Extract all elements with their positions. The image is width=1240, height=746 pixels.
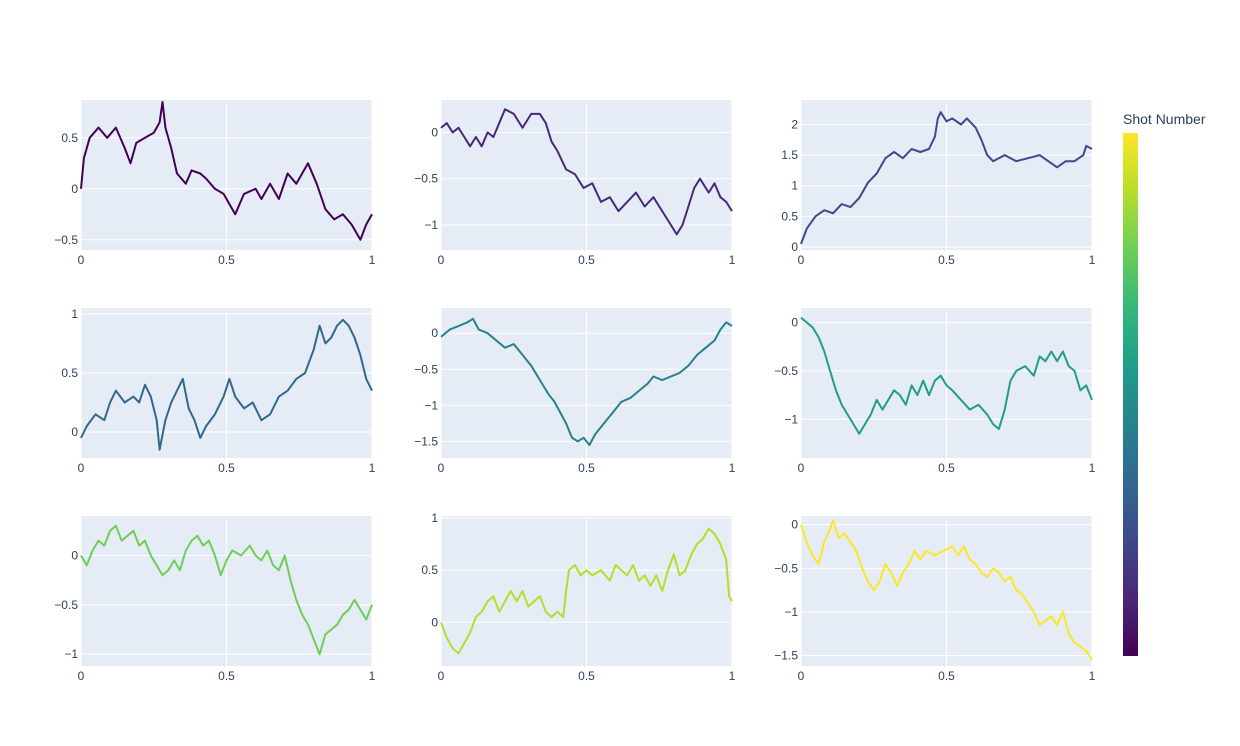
y-tick-label: 1	[431, 511, 438, 525]
x-tick-label: 1	[1089, 669, 1096, 683]
series-line	[800, 111, 1093, 245]
x-tick-label: 0	[78, 669, 85, 683]
series-line	[440, 527, 733, 655]
y-tick-label: 0	[431, 326, 438, 340]
y-tick-label: 0	[71, 548, 78, 562]
y-tick-label: −1	[784, 605, 798, 619]
y-tick-label: 0	[431, 125, 438, 139]
colorbar-title: Shot Number	[1123, 111, 1206, 127]
y-tick-label: 1	[71, 307, 78, 321]
series-line	[440, 317, 733, 446]
subplot-9: 0 0.5 1 −1.5 −1 −0.5 0	[774, 516, 1096, 683]
y-tick-label: −0.5	[414, 362, 438, 376]
y-tick-label: −0.5	[774, 364, 798, 378]
subplot-2: 0 0.5 1 −1 −0.5 0	[414, 100, 736, 267]
x-tick-label: 1	[1089, 253, 1096, 267]
x-tick-label: 1	[729, 669, 736, 683]
y-tick-label: 0.5	[61, 131, 78, 145]
y-tick-label: 0	[791, 240, 798, 254]
subplot-4: 0 0.5 1 0 0.5 1	[61, 307, 375, 475]
x-tick-label: 0	[798, 253, 805, 267]
y-tick-label: 0	[71, 425, 78, 439]
x-tick-label: 1	[369, 669, 376, 683]
series-line	[80, 318, 373, 451]
colorbar: Shot Number	[1123, 111, 1206, 656]
y-tick-label: −1	[424, 398, 438, 412]
subplot-1: 0 0.5 1−0.500.5	[54, 100, 376, 267]
x-tick-label: 0	[78, 253, 85, 267]
y-tick-label: 0	[71, 182, 78, 196]
series-line	[800, 519, 1093, 661]
y-tick-label: 1	[791, 179, 798, 193]
x-tick-label: 0.5	[578, 461, 595, 475]
subplot-5: 0 0.5 1 −1.5 −1 −0.5 0	[414, 308, 736, 475]
x-tick-label: 1	[1089, 461, 1096, 475]
x-tick-label: 1	[729, 461, 736, 475]
y-tick-label: −1	[784, 412, 798, 426]
series-line	[800, 316, 1093, 435]
colorbar-scale	[1123, 133, 1138, 656]
x-tick-label: 0.5	[218, 669, 235, 683]
x-tick-label: 1	[369, 461, 376, 475]
subplot-6: 0 0.5 1 −1 −0.5 0	[774, 308, 1096, 475]
y-tick-label: 1.5	[781, 148, 798, 162]
x-tick-label: 0	[438, 669, 445, 683]
x-tick-label: 0.5	[218, 253, 235, 267]
series-line	[440, 108, 733, 236]
y-tick-label: 0	[431, 615, 438, 629]
y-tick-label: −0.5	[774, 561, 798, 575]
x-tick-label: 0	[78, 461, 85, 475]
x-tick-label: 0.5	[938, 253, 955, 267]
x-tick-label: 0	[438, 253, 445, 267]
x-tick-label: 0.5	[578, 253, 595, 267]
y-tick-label: −0.5	[54, 598, 78, 612]
subplot-8: 0 0.5 1 0 0.5 1	[421, 511, 735, 683]
y-tick-label: 2	[791, 117, 798, 131]
y-tick-label: −1	[424, 218, 438, 232]
y-tick-label: −1.5	[414, 434, 438, 448]
y-tick-label: 0	[791, 518, 798, 532]
x-tick-label: 0.5	[218, 461, 235, 475]
y-tick-label: −0.5	[414, 172, 438, 186]
y-tick-label: −1.5	[774, 649, 798, 663]
y-tick-label: −0.5	[54, 233, 78, 247]
subplot-7: 0 0.5 1 −1 −0.5 0	[54, 516, 376, 683]
x-tick-label: 1	[729, 253, 736, 267]
subplot-3: 0 0.5 1 0 0.5 1 1.5 2	[781, 100, 1096, 267]
y-tick-label: −1	[64, 647, 78, 661]
x-tick-label: 0.5	[578, 669, 595, 683]
series-line	[80, 101, 373, 241]
series-line	[80, 524, 373, 656]
x-tick-label: 0	[798, 461, 805, 475]
x-tick-label: 0.5	[938, 669, 955, 683]
x-tick-label: 0	[798, 669, 805, 683]
y-tick-label: 0.5	[421, 563, 438, 577]
x-tick-label: 0	[438, 461, 445, 475]
x-tick-label: 1	[369, 253, 376, 267]
y-tick-label: 0	[791, 316, 798, 330]
y-tick-label: 0.5	[61, 366, 78, 380]
y-tick-label: 0.5	[781, 209, 798, 223]
x-tick-label: 0.5	[938, 461, 955, 475]
